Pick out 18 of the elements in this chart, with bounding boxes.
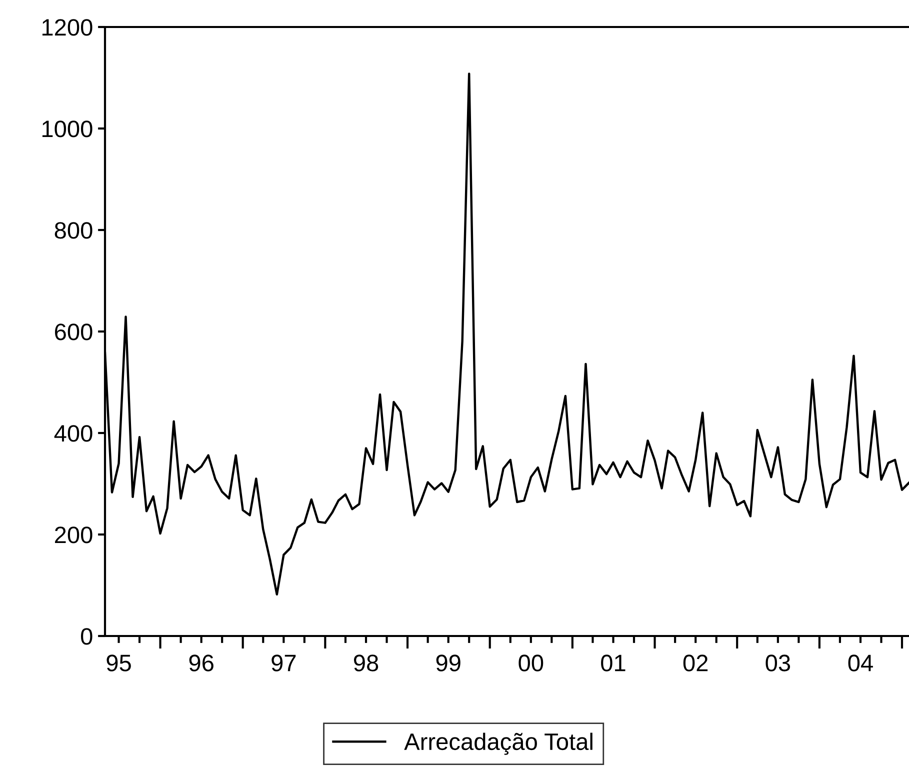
- x-tick-label: 03: [766, 654, 790, 672]
- legend-label: Arrecadação Total: [404, 732, 592, 755]
- x-tick-label: 00: [518, 654, 544, 672]
- x-tick-label: 95: [106, 654, 131, 672]
- x-tick-label: 04: [848, 654, 873, 672]
- y-tick-label: 600: [55, 324, 92, 340]
- y-tick-label: 800: [54, 222, 92, 239]
- y-tick-label: 1200: [42, 19, 92, 36]
- y-tick-label: 1000: [42, 120, 92, 138]
- x-tick-label: 99: [436, 654, 460, 672]
- y-tick-label: 200: [54, 526, 92, 544]
- y-tick-label: 0: [80, 628, 92, 645]
- x-tick-label: 96: [189, 654, 214, 672]
- x-tick-label: 98: [354, 654, 378, 672]
- y-tick-label: 400: [54, 425, 92, 442]
- x-tick-label: 01: [601, 654, 626, 672]
- x-tick-label: 02: [683, 654, 708, 672]
- x-tick-label: 97: [272, 654, 296, 672]
